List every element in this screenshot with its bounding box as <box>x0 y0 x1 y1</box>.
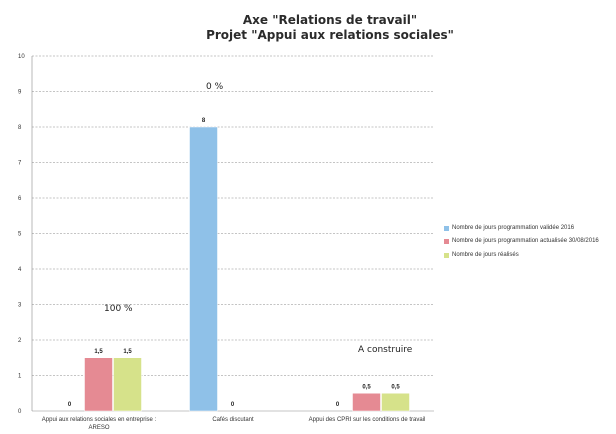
bar <box>352 393 381 412</box>
legend-swatch <box>444 238 449 244</box>
y-tick-label: 4 <box>18 267 22 273</box>
bar <box>113 357 142 412</box>
annotation-100-percent: 100 % <box>104 304 133 314</box>
y-tick-label: 10 <box>18 54 25 60</box>
data-label: 8 <box>202 118 206 124</box>
annotation-a-construire: A construire <box>358 345 413 355</box>
data-label: 0 <box>68 402 72 408</box>
bar <box>189 126 218 412</box>
y-tick-label: 8 <box>18 125 22 131</box>
data-label: 1,5 <box>123 349 132 355</box>
y-tick-label: 2 <box>18 338 22 344</box>
y-tick-label: 5 <box>18 232 22 238</box>
legend-label: Nombre de jours programmation actualisée… <box>452 238 599 244</box>
data-label: 0,5 <box>362 384 371 390</box>
bar <box>381 393 410 412</box>
legend-item-actualisee: Nombre de jours programmation actualisée… <box>444 238 599 244</box>
y-tick-label: 0 <box>18 409 22 415</box>
data-label: 0 <box>336 402 340 408</box>
y-tick-label: 1 <box>18 374 22 380</box>
chart-subtitle: Projet "Appui aux relations sociales" <box>206 28 454 42</box>
legend-swatch <box>444 225 449 231</box>
bar <box>84 357 113 412</box>
data-label: 0 <box>231 402 235 408</box>
x-tick-label: ARESO <box>88 425 109 431</box>
x-tick-label: Cafés discutant <box>212 417 254 423</box>
legend-item-realises: Nombre de jours réalisés <box>444 252 519 258</box>
y-tick-label: 9 <box>18 90 22 96</box>
legend-swatch <box>444 252 449 258</box>
legend-label: Nombre de jours réalisés <box>452 252 519 258</box>
x-tick-label: Appui des CPRI sur les conditions de tra… <box>309 417 426 423</box>
annotation-0-percent: 0 % <box>206 82 224 92</box>
legend-label: Nombre de jours programmation validée 20… <box>452 225 575 231</box>
data-label: 0,5 <box>391 384 400 390</box>
y-tick-label: 7 <box>18 161 22 167</box>
chart-title: Axe "Relations de travail" <box>242 13 418 27</box>
y-tick-label: 3 <box>18 303 22 309</box>
y-tick-label: 6 <box>18 196 22 202</box>
x-tick-label: Appui aux relations sociales en entrepri… <box>42 417 157 423</box>
legend-item-validee: Nombre de jours programmation validée 20… <box>444 225 574 231</box>
data-label: 1,5 <box>94 349 103 355</box>
